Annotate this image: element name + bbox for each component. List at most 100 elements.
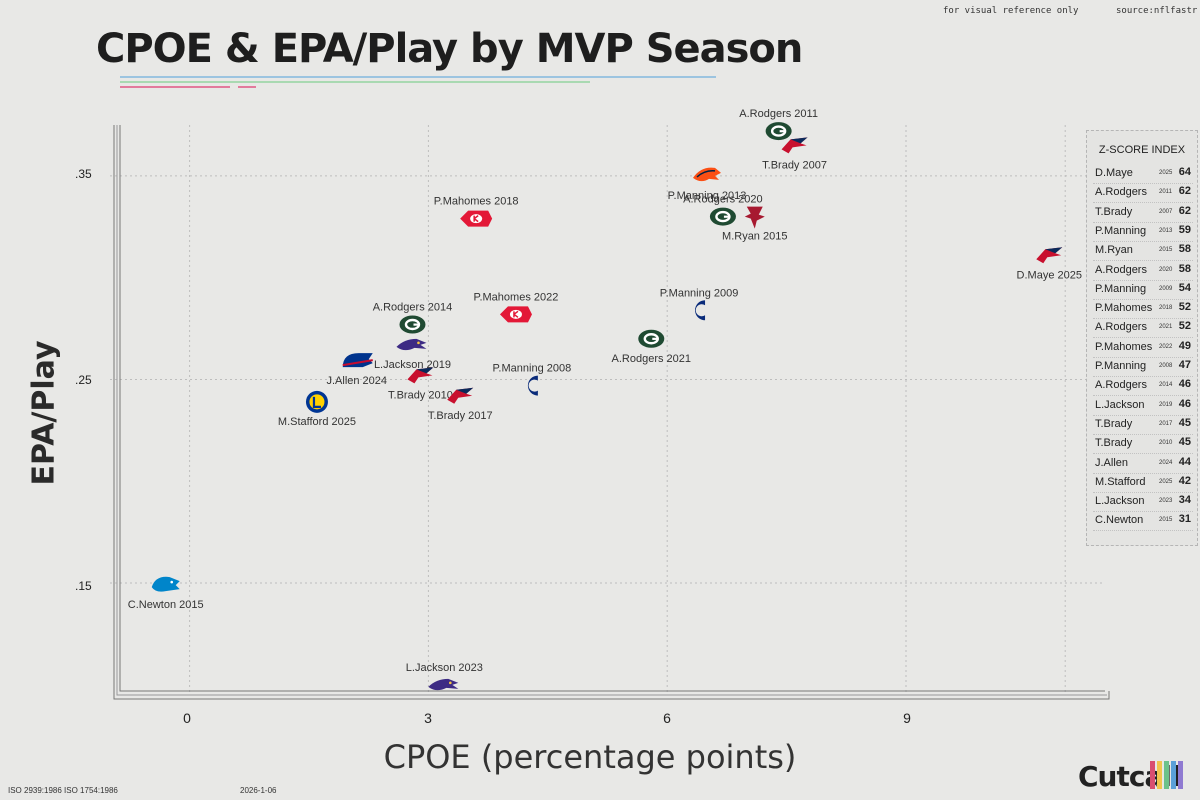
legend-row: P.Manning 2009 54: [1093, 280, 1193, 300]
legend-player-name: T.Brady: [1095, 205, 1133, 218]
legend-z-score-value: 46: [1178, 378, 1191, 391]
legend-z-score-value: 34: [1178, 494, 1191, 507]
legend-player-name: A.Rodgers: [1095, 186, 1147, 199]
legend-row: T.Brady 2010 45: [1093, 434, 1193, 455]
colts-logo-icon: [527, 375, 538, 396]
legend-row: P.Mahomes 2018 52: [1093, 299, 1193, 320]
source-note: source:nflfastr: [1116, 6, 1198, 16]
point-label: L.Jackson 2023: [406, 662, 483, 674]
point-label: P.Manning 2009: [660, 287, 739, 299]
bills-logo-icon: [342, 353, 373, 368]
legend-row: A.Rodgers 2021 52: [1093, 318, 1193, 339]
legend-row: M.Stafford 2025 42: [1093, 473, 1193, 493]
ravens-logo-icon: [428, 678, 459, 691]
legend-z-score-value: 46: [1178, 397, 1191, 410]
axis-frame-inner: [119, 125, 1105, 692]
point-label: A.Rodgers 2021: [612, 353, 692, 365]
legend-z-score-value: 44: [1178, 455, 1191, 468]
legend-player-name: M.Stafford: [1095, 475, 1146, 488]
legend-player-name: L.Jackson: [1095, 398, 1145, 411]
reference-note: for visual reference only: [943, 6, 1079, 16]
patriots-logo-icon: [781, 137, 808, 154]
legend-row: L.Jackson 2019 46: [1093, 396, 1193, 416]
title-underline-dash: [238, 86, 256, 88]
legend-row: A.Rodgers 2020 58: [1093, 261, 1193, 281]
title-underline-green: [120, 81, 590, 83]
x-tick-label: 6: [663, 710, 671, 726]
legend-row: J.Allen 2024 44: [1093, 454, 1193, 474]
legend-season-year: 2008: [1159, 363, 1173, 369]
legend-season-year: 2020: [1159, 266, 1173, 273]
legend-player-name: M.Ryan: [1095, 244, 1133, 257]
legend-season-year: 2014: [1159, 382, 1173, 389]
legend-z-score-value: 54: [1178, 281, 1191, 294]
point-label: M.Stafford 2025: [278, 416, 356, 428]
legend-z-score-value: 52: [1178, 301, 1191, 314]
packers-logo-icon: [638, 329, 665, 348]
legend-z-score-value: 64: [1178, 166, 1191, 178]
legend-player-name: A.Rodgers: [1095, 379, 1147, 392]
legend-season-year: 2025: [1159, 478, 1173, 485]
x-tick-label: 9: [903, 710, 911, 726]
point-label: T.Brady 2017: [428, 410, 493, 422]
legend-season-year: 2025: [1159, 170, 1173, 176]
legend-z-score-value: 42: [1178, 474, 1191, 487]
legend-player-name: T.Brady: [1095, 417, 1133, 430]
legend-z-score-value: 45: [1178, 416, 1191, 429]
legend-player-name: D.Maye: [1095, 167, 1133, 179]
legend-season-year: 2013: [1159, 227, 1173, 234]
point-label: P.Mahomes 2018: [434, 196, 519, 208]
logo-stripes-icon: [1150, 761, 1186, 789]
falcons-logo-icon: [744, 206, 765, 229]
point-label: T.Brady 2007: [762, 159, 827, 171]
broncos-logo-icon: [693, 167, 721, 182]
patriots-logo-icon: [1036, 247, 1063, 264]
packers-logo-icon: [765, 122, 792, 141]
legend-row: P.Manning 2008 47: [1093, 357, 1193, 377]
legend-season-year: 2009: [1159, 285, 1173, 292]
legend-player-name: L.Jackson: [1095, 495, 1145, 508]
x-tick-label: 0: [183, 710, 191, 726]
legend-row: P.Manning 2013 59: [1093, 222, 1193, 242]
legend-row: D.Maye 2025 64: [1093, 164, 1193, 184]
legend-z-score-value: 59: [1178, 223, 1191, 236]
legend-player-name: A.Rodgers: [1095, 321, 1147, 334]
point-label: C.Newton 2015: [128, 599, 204, 611]
ravens-logo-icon: [396, 338, 427, 351]
chart-title: CPOE & EPA/Play by MVP Season: [96, 26, 803, 72]
y-tick-label: .25: [75, 373, 92, 387]
legend-season-year: 2015: [1159, 517, 1173, 524]
legend-season-year: 2007: [1159, 208, 1173, 215]
patriots-logo-icon: [447, 387, 474, 404]
title-underline-pink: [120, 86, 230, 88]
legend-player-name: J.Allen: [1095, 456, 1129, 469]
legend-player-name: P.Manning: [1095, 224, 1147, 237]
packers-logo-icon: [709, 207, 736, 226]
legend-player-name: A.Rodgers: [1095, 263, 1147, 276]
legend-player-name: P.Manning: [1095, 282, 1147, 295]
legend-player-name: T.Brady: [1095, 437, 1133, 450]
point-label: P.Mahomes 2022: [474, 291, 559, 303]
data-points: A.Rodgers 2011 T.Brady 2007 P.Manning 2013…: [128, 108, 1082, 691]
legend-player-name: C.Newton: [1095, 514, 1144, 527]
legend-z-score-value: 47: [1178, 359, 1191, 371]
legend-season-year: 2017: [1159, 420, 1173, 427]
legend-row: T.Brady 2007 62: [1093, 203, 1193, 223]
legend-z-score-value: 31: [1178, 513, 1191, 526]
legend-season-year: 2023: [1159, 498, 1173, 505]
legend-season-year: 2021: [1159, 324, 1173, 331]
point-label: P.Manning 2008: [493, 363, 572, 375]
chiefs-logo-icon: [460, 210, 493, 227]
point-label: L.Jackson 2019: [374, 359, 451, 371]
x-axis-label: CPOE (percentage points): [383, 738, 797, 776]
packers-logo-icon: [399, 315, 426, 334]
point-label: A.Rodgers 2011: [739, 108, 818, 120]
iso-standards-note: ISO 2939:1986 ISO 1754:1986: [8, 786, 118, 795]
point-label: P.Manning 2013: [668, 190, 747, 202]
x-tick-label: 3: [424, 710, 432, 726]
point-label: D.Maye 2025: [1017, 269, 1082, 281]
y-axis-label: EPA/Play: [26, 340, 62, 486]
legend-z-score-value: 62: [1178, 185, 1191, 198]
